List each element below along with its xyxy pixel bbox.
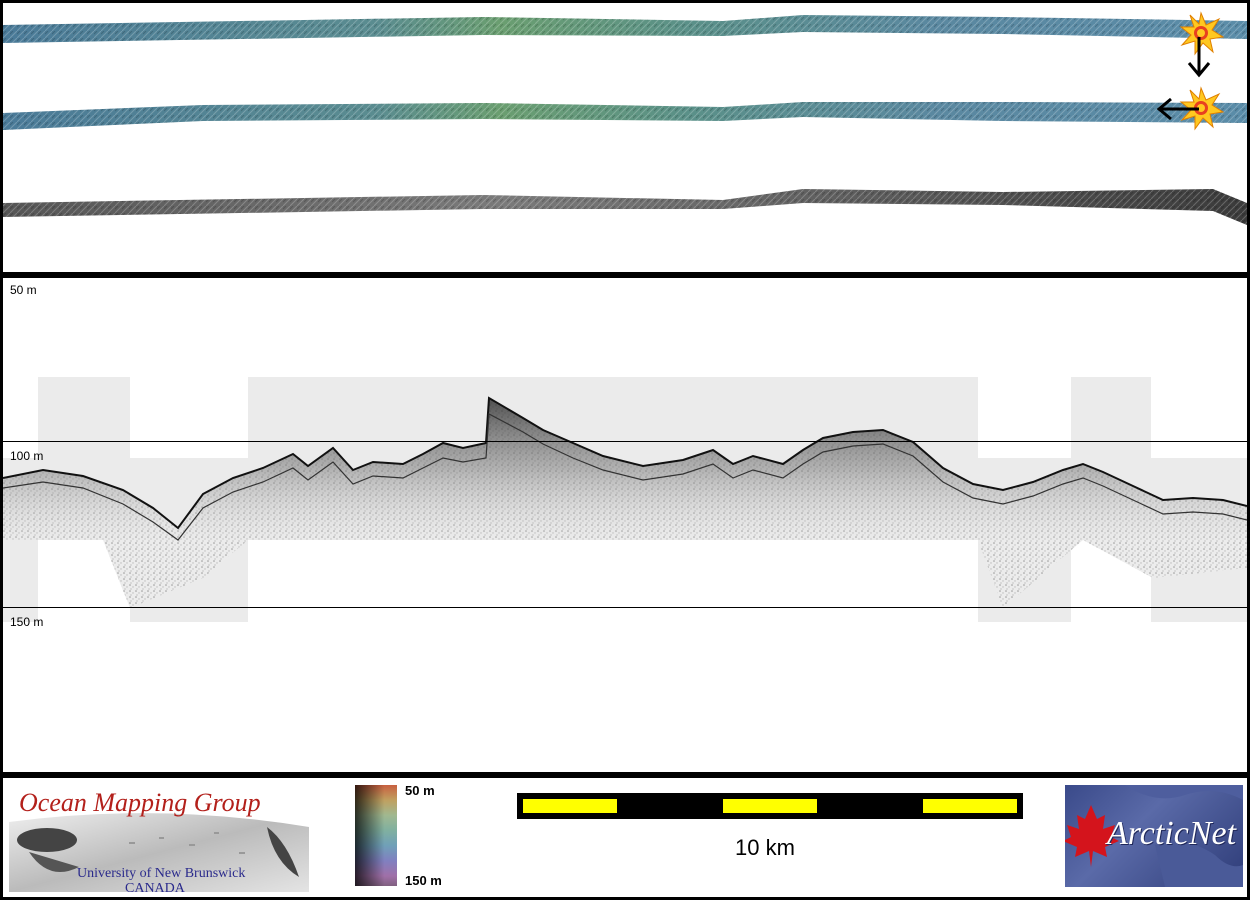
sun-icon — [1179, 86, 1225, 131]
arcticnet-logo: ArcticNet — [1065, 785, 1243, 887]
scale-segment — [523, 799, 617, 813]
legend-panel: Ocean Mapping Group University of New Br… — [3, 778, 1247, 897]
depth-label-150: 150 m — [10, 615, 44, 629]
colorbar-bottom-label: 150 m — [405, 873, 442, 888]
depth-colorbar — [355, 785, 397, 886]
arrow-down-icon — [1187, 37, 1211, 78]
swath-panel — [3, 3, 1247, 272]
arrow-left-icon — [1156, 97, 1199, 121]
seabed-shading — [3, 398, 1247, 540]
backscatter-strip — [3, 189, 1247, 225]
scale-bar — [517, 793, 1023, 819]
ocean-mapping-group-logo: Ocean Mapping Group University of New Br… — [9, 782, 309, 896]
profile-graphic — [3, 377, 1247, 622]
colorbar-top-label: 50 m — [405, 783, 435, 798]
bathymetry-strip-top — [3, 15, 1247, 43]
omg-university: University of New Brunswick — [77, 866, 246, 881]
arcticnet-map-bg — [1065, 785, 1243, 887]
scale-segment — [923, 799, 1017, 813]
profile-panel: 50 m 100 m 150 m — [3, 278, 1247, 772]
depth-label-50: 50 m — [10, 283, 37, 297]
scale-segment — [723, 799, 817, 813]
sub-bottom-reflector-line — [3, 413, 1247, 541]
seabed-reflector-line — [3, 396, 1247, 530]
logo-seafloor-image — [9, 813, 309, 892]
sun-icon — [1179, 11, 1225, 56]
scale-label: 10 km — [735, 835, 795, 860]
depth-label-100: 100 m — [10, 449, 44, 463]
depth-gridline-100 — [3, 441, 1247, 442]
omg-title: Ocean Mapping Group — [19, 788, 261, 817]
arcticnet-logo-text: ArcticNet — [1107, 815, 1237, 852]
swath-strips — [3, 11, 1247, 225]
maple-leaf-icon — [1065, 805, 1119, 867]
bathymetry-strip-middle — [3, 102, 1247, 130]
depth-gridline-150 — [3, 607, 1247, 608]
omg-country: CANADA — [125, 881, 185, 896]
